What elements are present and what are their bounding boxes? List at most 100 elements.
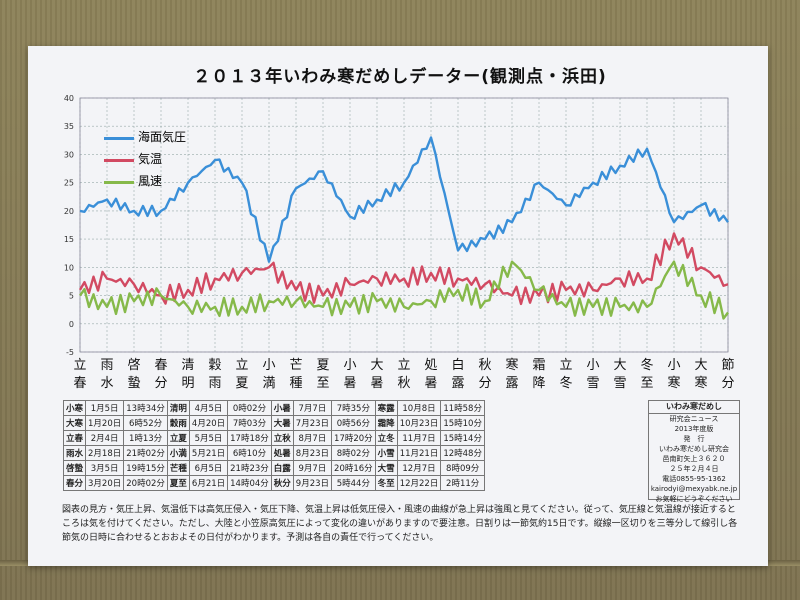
info-line: いわみ寒だめし研究会 (659, 445, 729, 453)
table-cell: 12時48分 (440, 445, 485, 461)
table-cell: 21時02分 (123, 445, 168, 461)
table-cell: 4月20日 (188, 415, 229, 431)
legend-item-wind: 風速 (104, 174, 186, 196)
table-cell: 大雪 (374, 460, 398, 476)
info-line: 研究会ニュース (669, 415, 719, 423)
x-tick-label: 露 (451, 376, 464, 391)
x-tick-label: 秋 (397, 376, 410, 391)
info-line: kairodyi@mexyabk.ne.jp (650, 485, 738, 493)
table-cell: 小満 (166, 445, 190, 461)
table-row: 大寒 1月20日 6時52分 穀雨 4月20日 7時03分 大暑 7月23日 0時56分 霜降 10… (62, 415, 485, 431)
y-tick-label: 35 (64, 122, 74, 131)
table-cell: 9月23日 (292, 475, 333, 491)
table-row: 雨水 2月18日 21時02分 小満 5月21日 6時10分 処暑 8月23日 8時02分 小雪 1… (62, 445, 485, 461)
table-cell: 芒種 (166, 460, 190, 476)
x-tick-label: 立 (235, 358, 248, 373)
table-cell: 寒露 (374, 400, 398, 416)
table-cell: 10月8日 (396, 400, 442, 416)
table-cell: 夏至 (166, 475, 190, 491)
table-cell: 立冬 (374, 430, 398, 446)
table-cell: 5月21日 (188, 445, 229, 461)
table-cell: 小暑 (270, 400, 294, 416)
table-cell: 1月20日 (85, 415, 125, 431)
x-tick-label: 暑 (424, 376, 437, 391)
x-tick-label: 満 (262, 376, 275, 391)
x-tick-label: 清 (181, 358, 194, 373)
x-tick-label: 啓 (127, 358, 140, 373)
x-tick-label: 節 (721, 358, 734, 373)
info-line: 発 行 (683, 435, 705, 443)
chart-title: ２０１３年いわみ寒だめしデーター(観測点・浜田) (193, 67, 607, 87)
x-tick-label: 霜 (532, 358, 545, 373)
y-tick-labels: 40 35 30 25 20 15 10 5 0 -5 (64, 94, 74, 357)
table-cell: 2月18日 (85, 445, 125, 461)
table-cell: 7時35分 (331, 400, 376, 416)
table-cell: 3月20日 (85, 475, 125, 491)
table-cell: 13時34分 (123, 400, 168, 416)
table-cell: 15時10分 (440, 415, 485, 431)
x-tick-label: 寒 (505, 357, 518, 373)
table-cell: 0時56分 (331, 415, 376, 431)
table-cell: 12月7日 (396, 460, 442, 476)
table-cell: 5時44分 (331, 475, 376, 491)
table-cell: 白露 (270, 460, 294, 476)
x-tick-label: 小 (262, 358, 275, 373)
x-tick-label: 春 (154, 358, 167, 373)
table-cell: 5月5日 (188, 430, 229, 446)
x-tick-label: 種 (289, 375, 302, 391)
x-tick-label: 至 (316, 376, 329, 391)
table-cell: 8月7日 (292, 430, 333, 446)
x-tick-label: 明 (181, 376, 194, 391)
table-cell: 小雪 (374, 445, 398, 461)
x-tick-label: 至 (640, 376, 653, 391)
x-tick-label: 夏 (235, 376, 248, 391)
y-tick-label: 5 (69, 292, 74, 301)
table-cell: 21時23分 (227, 460, 272, 476)
explanatory-note: 図表の見方・気圧上昇、気温低下は高気圧侵入・気圧下降、気温上昇は低気圧侵入・風速… (62, 505, 738, 543)
table-cell: 6時10分 (227, 445, 272, 461)
series-line-1 (78, 232, 729, 306)
x-tick-label: 露 (505, 376, 518, 391)
table-cell: 小寒 (62, 400, 87, 416)
legend-item-temperature: 気温 (104, 152, 186, 174)
x-tick-label: 夏 (316, 358, 329, 373)
x-tick-label: 蟄 (127, 376, 140, 391)
table-cell: 20時16分 (331, 460, 376, 476)
x-tick-label: 小 (667, 358, 680, 373)
x-tick-label: 寒 (694, 375, 707, 391)
x-tick-label: 白 (451, 357, 464, 373)
x-tick-label: 秋 (478, 358, 491, 373)
x-tick-label: 立 (397, 358, 410, 373)
x-tick-label: 雪 (613, 376, 626, 391)
table-cell: 17時18分 (227, 430, 272, 446)
x-tick-label: 雪 (586, 376, 599, 391)
table-row: 立春 2月4日 1時13分 立夏 5月5日 17時18分 立秋 8月7日 17時20分 立冬 11月… (62, 430, 485, 446)
table-cell: 1時13分 (123, 430, 168, 446)
table-cell: 7月7日 (292, 400, 333, 416)
table-cell: 立夏 (166, 430, 190, 446)
table-cell: 10月23日 (396, 415, 442, 431)
table-cell: 20時02分 (123, 475, 168, 491)
y-tick-label: -5 (66, 348, 74, 357)
legend: 海面気圧 気温 風速 (104, 130, 186, 196)
table-cell: 6時52分 (123, 415, 168, 431)
table-cell: 11月7日 (396, 430, 442, 446)
x-tick-label: 分 (478, 376, 491, 391)
table-cell: 処暑 (270, 445, 294, 461)
x-tick-label: 雨 (100, 358, 113, 373)
x-tick-label: 水 (100, 376, 113, 391)
x-tick-label: 小 (343, 358, 356, 373)
table-cell: 1月5日 (85, 400, 125, 416)
x-tick-label: 冬 (559, 375, 572, 391)
table-cell: 12月22日 (396, 475, 442, 491)
table-cell: 大暑 (270, 415, 294, 431)
x-tick-label: 芒 (289, 357, 302, 373)
legend-item-pressure: 海面気圧 (104, 130, 186, 152)
info-line: 邑南町矢上３６２０ (662, 455, 726, 463)
x-tick-label: 暑 (343, 376, 356, 391)
y-tick-label: 15 (64, 235, 74, 244)
table-cell: 19時15分 (123, 460, 168, 476)
table-cell: 立秋 (270, 430, 294, 446)
table-cell: 2月4日 (85, 430, 125, 446)
